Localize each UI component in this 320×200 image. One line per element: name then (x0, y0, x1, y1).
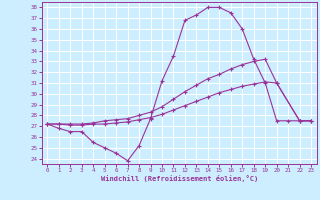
X-axis label: Windchill (Refroidissement éolien,°C): Windchill (Refroidissement éolien,°C) (100, 175, 258, 182)
